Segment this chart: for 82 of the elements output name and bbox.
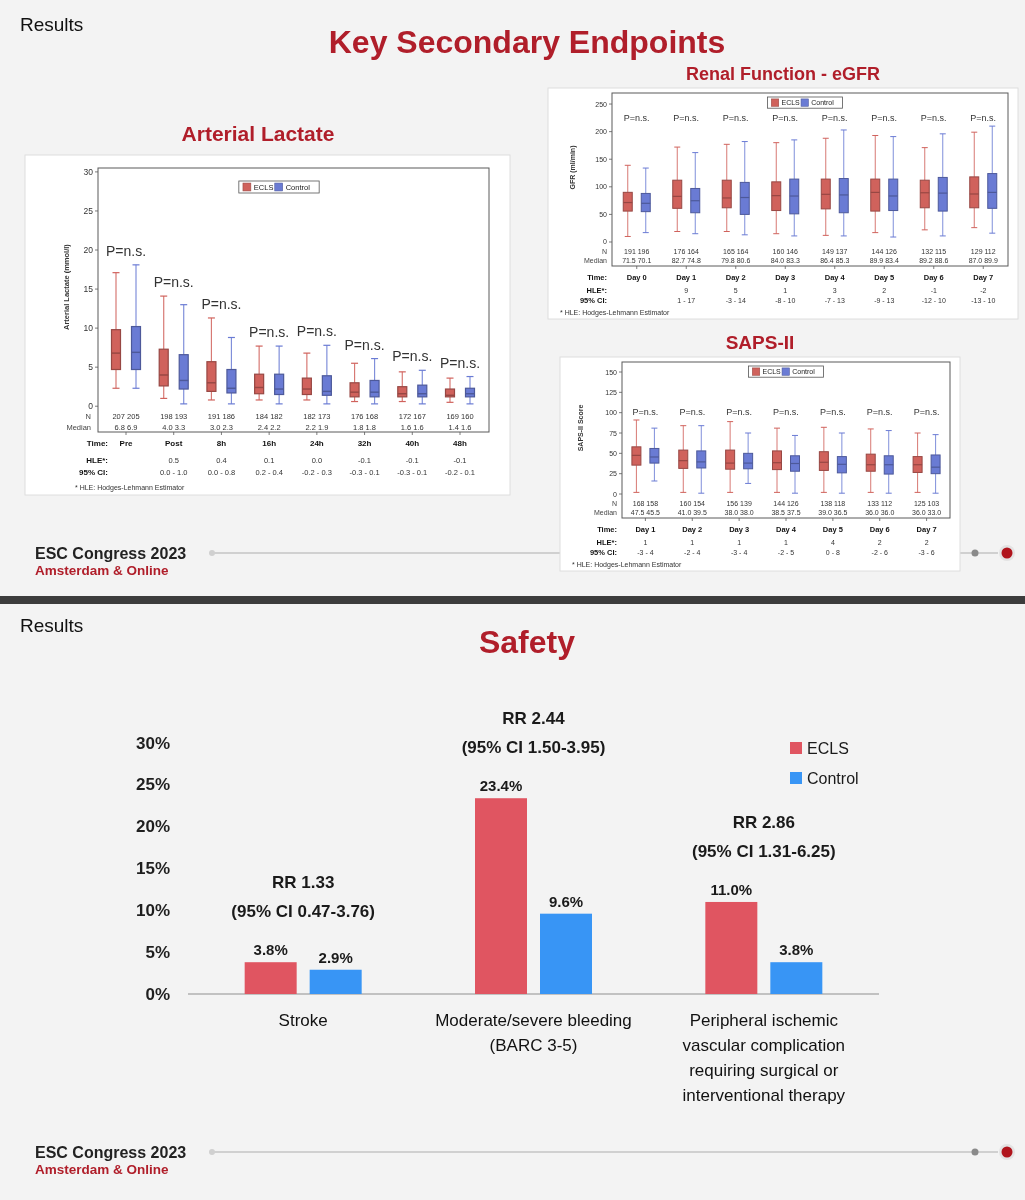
x-tick-label: 8h	[216, 438, 227, 448]
annotation: P=n.s.	[726, 406, 753, 417]
data-label: 23.4%	[479, 777, 523, 795]
y-tick-label: 10%	[135, 900, 170, 920]
legend-label: Control	[807, 769, 859, 787]
x-tick-label: 24h	[309, 438, 324, 448]
bar	[309, 969, 362, 994]
annotation: (95% CI 0.47-3.76)	[231, 902, 375, 922]
bar	[770, 962, 823, 994]
chart-title: Safety	[478, 624, 576, 660]
annotation: P=n.s.	[632, 406, 659, 417]
x-tick-label: 40h	[405, 438, 420, 448]
data-label: 3.8%	[253, 941, 288, 959]
annotation: P=n.s.	[105, 242, 147, 259]
y-tick-label: 25	[83, 205, 94, 216]
bar	[475, 798, 527, 994]
x-tick-label: 48h	[453, 438, 467, 448]
chart-title: Arterial Lactate	[181, 122, 335, 145]
annotation: (95% CI 1.31-6.25)	[692, 841, 836, 861]
x-tick-label: Moderate/severe bleeding (BARC 3-5)	[435, 1011, 632, 1055]
annotation: P=n.s.	[773, 406, 799, 417]
x-tick-label: Peripheral ischemic vascular complication requiring surgical or interventional therapy	[682, 1011, 846, 1105]
text: HLE*:	[86, 455, 108, 465]
bar	[705, 901, 758, 994]
data-label: 2.9%	[318, 948, 353, 966]
annotation: P=n.s.	[392, 348, 433, 365]
annotation: P=n.s.	[439, 354, 481, 371]
annotation: P=n.s.	[201, 295, 242, 312]
y-tick-label: 5	[88, 362, 94, 373]
annotation: P=n.s.	[296, 323, 337, 340]
data-label: 11.0%	[710, 880, 753, 898]
annotation: P=n.s.	[819, 406, 846, 417]
x-axis-title: Time:	[86, 438, 108, 448]
x-tick-label: 32h	[357, 438, 372, 448]
y-tick-label: 15	[83, 284, 94, 295]
x-tick-label: Post	[165, 438, 183, 448]
bar	[244, 962, 297, 994]
text: Amsterdam & Online	[35, 563, 170, 578]
text: Results	[20, 14, 84, 35]
annotation: RR 1.33	[271, 873, 335, 893]
text: Key Secondary Endpoints	[328, 24, 726, 60]
chart-title: SAPS-II	[725, 332, 795, 353]
y-tick-label: 0%	[145, 984, 170, 1004]
y-tick-label: 25%	[135, 775, 170, 795]
y-tick-label: 30%	[135, 733, 170, 753]
y-tick-label: 15%	[135, 859, 170, 878]
annotation: P=n.s.	[871, 113, 898, 124]
annotation: P=n.s.	[679, 406, 706, 417]
y-tick-label: 30	[83, 166, 94, 177]
annotation: P=n.s.	[344, 336, 385, 353]
x-tick-label: 16h	[262, 438, 277, 448]
text: 95% CI:	[79, 467, 108, 477]
text: RR 2.44	[502, 709, 566, 729]
annotation: (95% CI 1.50-3.95)	[461, 738, 606, 758]
y-tick-label: 10	[83, 323, 94, 334]
y-tick-label: 20	[83, 245, 94, 256]
annotation: P=n.s.	[970, 113, 997, 124]
data-label: 3.8%	[779, 941, 814, 959]
annotation: P=n.s.	[673, 113, 700, 124]
text: Results	[20, 615, 84, 636]
annotation: P=n.s.	[772, 113, 799, 124]
data-label: 9.6%	[548, 892, 584, 910]
text: ESC Congress 2023	[35, 545, 187, 562]
y-tick-label: 20%	[135, 817, 170, 837]
annotation: P=n.s.	[866, 406, 893, 417]
bar	[540, 913, 592, 994]
annotation: P=n.s.	[249, 324, 290, 341]
annotation: P=n.s.	[920, 113, 947, 124]
x-tick-label: Pre	[119, 438, 133, 448]
annotation: P=n.s.	[913, 406, 940, 417]
annotation: P=n.s.	[153, 274, 194, 291]
annotation: RR 2.86	[732, 812, 796, 832]
text: ESC Congress 2023	[35, 1144, 187, 1161]
y-tick-label: 5%	[145, 942, 170, 962]
annotation: P=n.s.	[623, 113, 650, 124]
annotation: P=n.s.	[722, 113, 749, 124]
x-tick-label: Stroke	[278, 1011, 328, 1030]
annotation: P=n.s.	[821, 113, 848, 124]
legend-label: ECLS	[807, 739, 849, 757]
chart-title: Renal Function - eGFR	[685, 64, 881, 84]
text: Amsterdam & Online	[35, 1162, 170, 1177]
y-tick-label: 0	[88, 401, 94, 412]
